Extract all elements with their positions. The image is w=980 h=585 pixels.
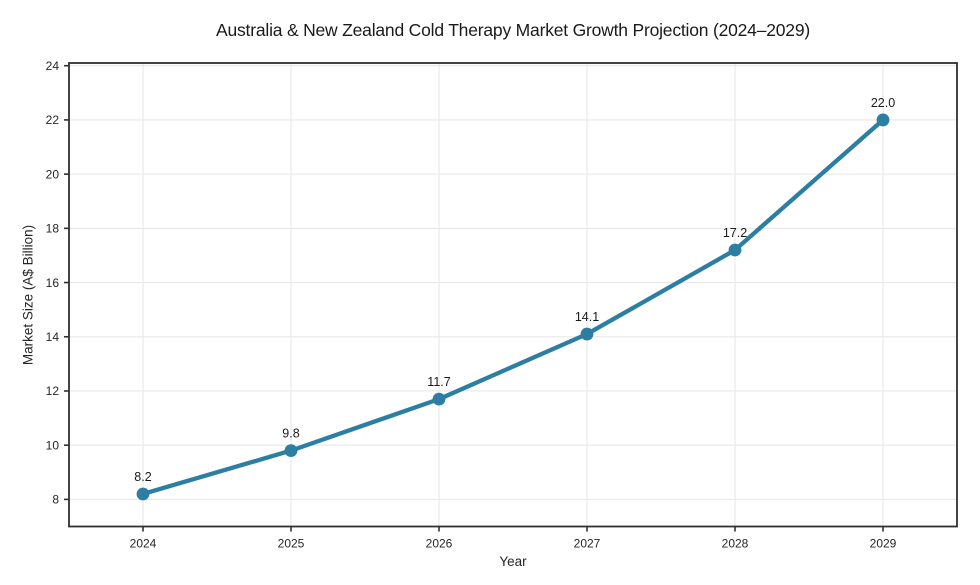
data-point [136,487,150,501]
x-tick-label: 2028 [722,537,749,551]
x-tick-label: 2029 [870,537,897,551]
x-tick-label: 2027 [574,537,601,551]
y-tick-label: 16 [46,276,60,290]
point-value-label: 22.0 [871,96,895,110]
point-value-label: 17.2 [723,226,747,240]
y-tick-label: 18 [46,222,60,236]
data-point [284,444,298,458]
y-tick-label: 24 [46,59,60,73]
x-tick-label: 2025 [278,537,305,551]
x-axis-label: Year [499,554,527,569]
chart-title: Australia & New Zealand Cold Therapy Mar… [216,20,810,40]
point-value-label: 8.2 [134,470,151,484]
point-value-label: 14.1 [575,310,599,324]
y-tick-label: 10 [46,438,60,452]
point-value-label: 9.8 [282,427,299,441]
plot-border [68,62,958,528]
data-point [728,243,742,257]
data-line [140,117,886,497]
data-point [876,113,890,127]
y-tick-label: 12 [46,384,60,398]
data-point [580,327,594,341]
x-tick-label: 2026 [426,537,453,551]
y-tick-label: 20 [46,167,60,181]
x-tick-label: 2024 [130,537,157,551]
y-tick-label: 14 [46,330,60,344]
data-point [432,392,446,406]
point-value-label: 11.7 [427,375,450,389]
y-tick-label: 22 [46,113,60,127]
y-tick-label: 8 [52,493,59,507]
